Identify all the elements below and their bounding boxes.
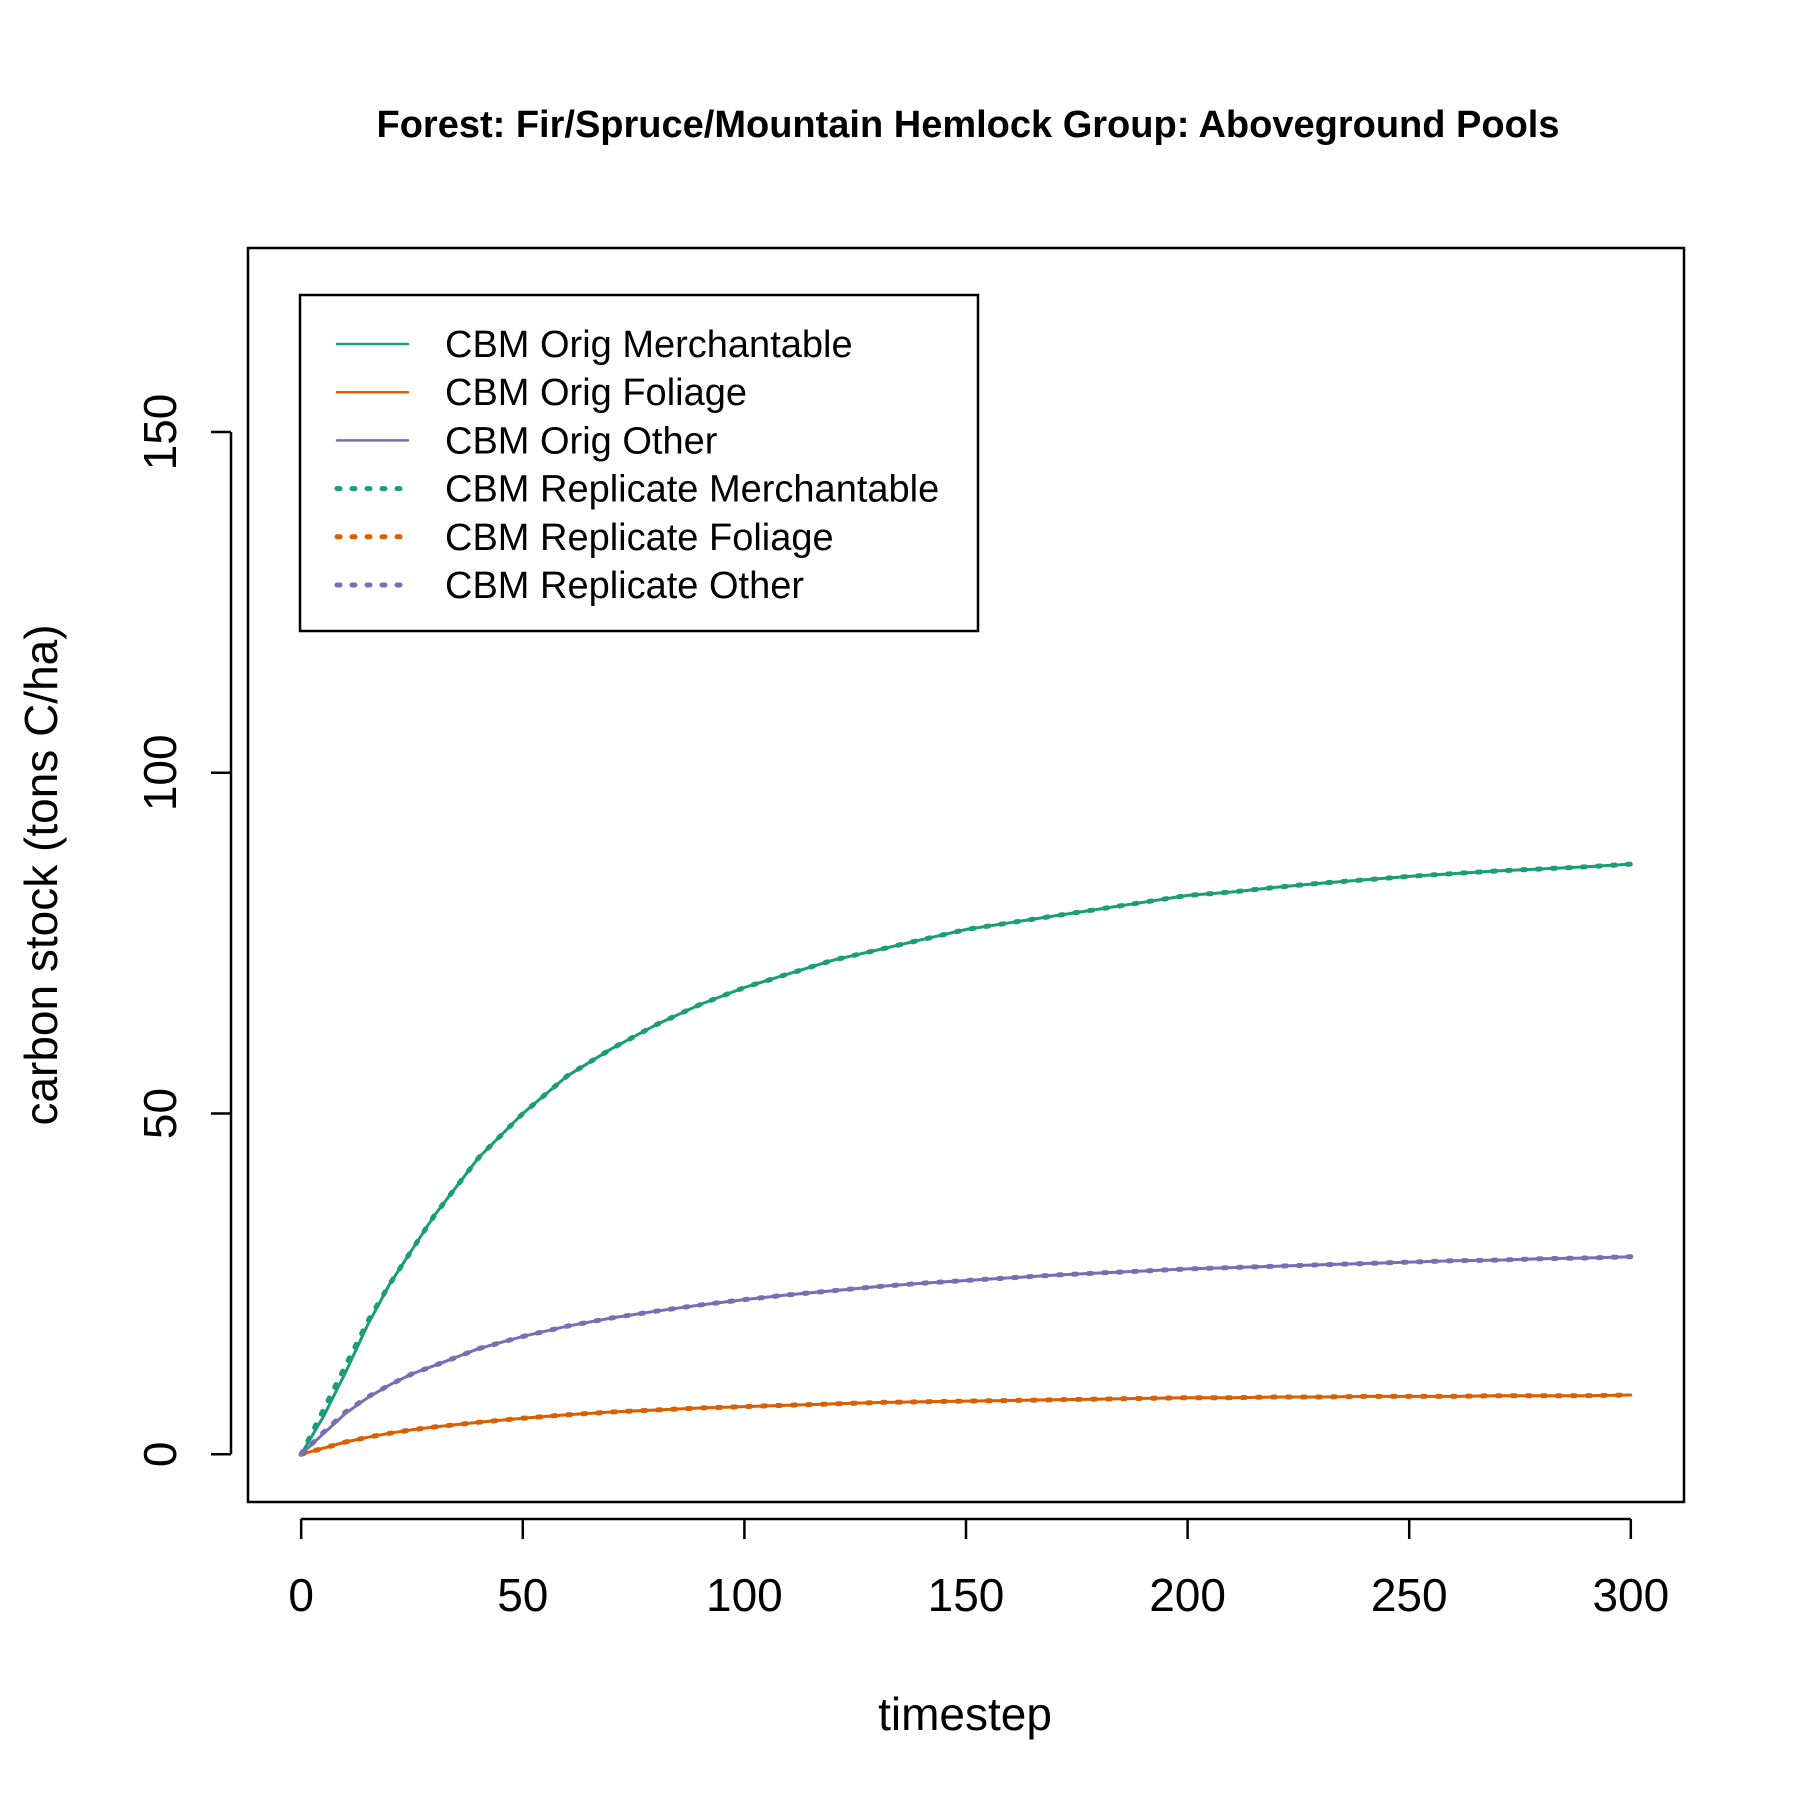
series-line-6 <box>298 1254 1634 1457</box>
legend-label-6: CBM Replicate Other <box>445 565 804 607</box>
x-tick-label-200: 200 <box>1149 1569 1226 1621</box>
y-tick-label-150: 150 <box>134 394 186 471</box>
x-axis-label: timestep <box>878 1688 1052 1740</box>
series-line-1 <box>299 862 1633 1456</box>
x-tick-label-100: 100 <box>706 1569 783 1621</box>
plot-area <box>298 861 1634 1457</box>
series-line-4 <box>298 861 1634 1457</box>
legend: CBM Orig Merchantable CBM Orig Foliage CBM… <box>298 293 980 633</box>
x-axis: 0 50 100 150 200 250 300 <box>288 1517 1669 1621</box>
legend-label-5: CBM Replicate Foliage <box>445 517 834 559</box>
series-line-3 <box>299 1255 1633 1456</box>
legend-box <box>298 293 980 633</box>
x-tick-label-0: 0 <box>288 1569 314 1621</box>
x-tick-label-150: 150 <box>928 1569 1005 1621</box>
x-tick-label-50: 50 <box>497 1569 548 1621</box>
y-tick-label-100: 100 <box>134 734 186 811</box>
series-line-5 <box>298 1392 1634 1457</box>
x-tick-label-250: 250 <box>1371 1569 1448 1621</box>
legend-label-3: CBM Orig Other <box>445 420 718 462</box>
y-axis-label: carbon stock (tons C/ha) <box>15 624 67 1125</box>
legend-label-1: CBM Orig Merchantable <box>445 324 853 366</box>
x-tick-label-300: 300 <box>1592 1569 1669 1621</box>
chart-title: Forest: Fir/Spruce/Mountain Hemlock Grou… <box>377 104 1560 146</box>
y-tick-label-0: 0 <box>134 1442 186 1468</box>
y-axis: 0 50 100 150 <box>134 394 233 1468</box>
plot-frame <box>246 246 1686 1504</box>
series-line-2 <box>299 1393 1633 1456</box>
legend-label-2: CBM Orig Foliage <box>445 372 747 414</box>
y-tick-label-50: 50 <box>134 1088 186 1139</box>
legend-label-4: CBM Replicate Merchantable <box>445 469 939 511</box>
